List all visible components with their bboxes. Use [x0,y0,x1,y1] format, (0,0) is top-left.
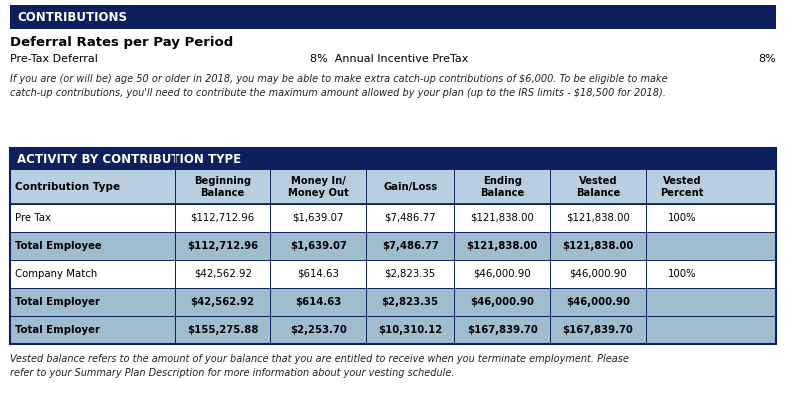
Text: $46,000.90: $46,000.90 [569,269,626,279]
Bar [10,204,776,232]
Text: Pre-Tax Deferral: Pre-Tax Deferral [10,54,98,64]
Bar [10,260,776,288]
Text: $46,000.90: $46,000.90 [566,297,630,307]
Bar [10,170,776,204]
Text: $112,712.96: $112,712.96 [190,213,255,223]
Bar [10,148,776,170]
Bar [10,232,776,260]
Text: Contribution Type: Contribution Type [15,182,120,192]
Text: $121,838.00: $121,838.00 [562,241,634,251]
Text: $112,712.96: $112,712.96 [187,241,258,251]
Text: $614.63: $614.63 [296,297,341,307]
Text: $1,639.07: $1,639.07 [290,241,347,251]
Text: $155,275.88: $155,275.88 [187,325,259,335]
Text: $121,838.00: $121,838.00 [470,213,534,223]
Text: $121,838.00: $121,838.00 [566,213,630,223]
Text: $2,823.35: $2,823.35 [384,269,436,279]
Text: ACTIVITY BY CONTRIBUTION TYPE: ACTIVITY BY CONTRIBUTION TYPE [17,153,241,166]
Text: Money In/
Money Out: Money In/ Money Out [288,176,349,198]
Text: $2,253.70: $2,253.70 [290,325,347,335]
Text: Company Match: Company Match [15,269,97,279]
Text: $614.63: $614.63 [297,269,340,279]
Text: $46,000.90: $46,000.90 [470,297,534,307]
Text: Vested
Balance: Vested Balance [576,176,620,198]
Text: Total Employee: Total Employee [15,241,101,251]
Text: Pre Tax: Pre Tax [15,213,51,223]
Text: $42,562.92: $42,562.92 [190,297,255,307]
Text: $46,000.90: $46,000.90 [473,269,531,279]
Bar [10,288,776,316]
Text: $7,486.77: $7,486.77 [382,241,439,251]
Text: If you are (or will be) age 50 or older in 2018, you may be able to make extra c: If you are (or will be) age 50 or older … [10,74,667,98]
Text: CONTRIBUTIONS: CONTRIBUTIONS [17,11,127,24]
Text: 8%: 8% [758,54,776,64]
Text: Total Employer: Total Employer [15,325,100,335]
Bar [10,316,776,344]
Text: $167,839.70: $167,839.70 [467,325,538,335]
Text: Deferral Rates per Pay Period: Deferral Rates per Pay Period [10,36,233,49]
Text: Total Employer: Total Employer [15,297,100,307]
Text: 8%  Annual Incentive PreTax: 8% Annual Incentive PreTax [310,54,468,64]
Text: Gain/Loss: Gain/Loss [383,182,437,192]
Text: $7,486.77: $7,486.77 [384,213,436,223]
Text: Vested
Percent: Vested Percent [660,176,704,198]
Text: $42,562.92: $42,562.92 [193,269,252,279]
Text: 100%: 100% [668,269,696,279]
Bar [10,5,776,29]
Text: Ending
Balance: Ending Balance [480,176,524,198]
Text: 100%: 100% [668,213,696,223]
Text: $121,838.00: $121,838.00 [466,241,538,251]
Text: $167,839.70: $167,839.70 [563,325,634,335]
Text: Beginning
Balance: Beginning Balance [194,176,252,198]
Text: $1,639.07: $1,639.07 [292,213,344,223]
Text: $2,823.35: $2,823.35 [382,297,439,307]
Text: $10,310.12: $10,310.12 [378,325,443,335]
Text: Vested balance refers to the amount of your balance that you are entitled to rec: Vested balance refers to the amount of y… [10,354,629,378]
